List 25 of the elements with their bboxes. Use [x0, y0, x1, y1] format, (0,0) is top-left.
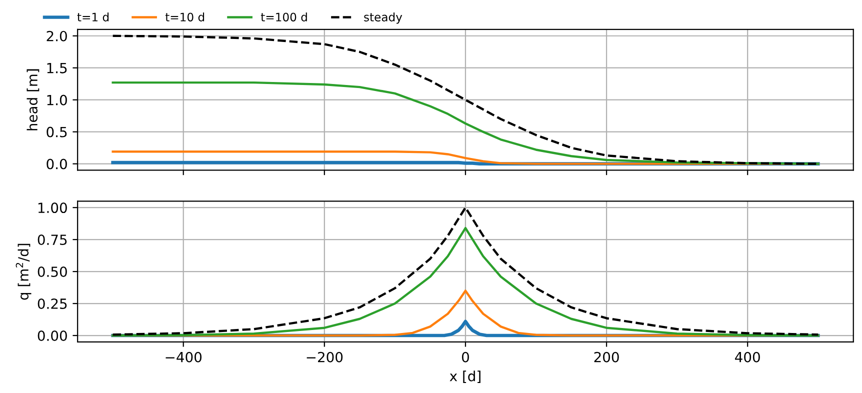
line-series [112, 226, 820, 337]
x-tick-label: 200 [594, 352, 619, 362]
y-tick-label: 1.00 [38, 202, 67, 214]
x-tick-label: −400 [166, 352, 202, 362]
legend-label: t=1 d [77, 12, 109, 22]
y-tick-label: 0.5 [46, 126, 67, 138]
legend-label: t=10 d [165, 12, 204, 22]
y-axis-title: q [m$^{2}$/d] [16, 244, 32, 300]
y-axis-title: head [m] [26, 69, 40, 130]
y-tick-label: 0.00 [38, 330, 67, 341]
y-tick-label: 0.75 [38, 234, 67, 246]
y-tick-label: 2.0 [46, 30, 67, 42]
x-tick-label: 400 [735, 352, 760, 362]
line-series [112, 206, 820, 336]
legend-label: t=100 d [260, 12, 307, 22]
legend-label: steady [364, 12, 402, 24]
line-series [112, 81, 820, 165]
x-tick-label: −200 [306, 352, 343, 362]
y-tick-label: 1.5 [47, 63, 67, 74]
y-tick-label: 0.50 [38, 266, 67, 278]
y-tick-label: 0.25 [38, 298, 67, 309]
y-tick-label: 1.0 [47, 94, 67, 106]
x-axis-title: x [d] [450, 370, 480, 384]
y-tick-label: 0.0 [46, 158, 67, 170]
x-tick-label: 0 [462, 352, 469, 362]
